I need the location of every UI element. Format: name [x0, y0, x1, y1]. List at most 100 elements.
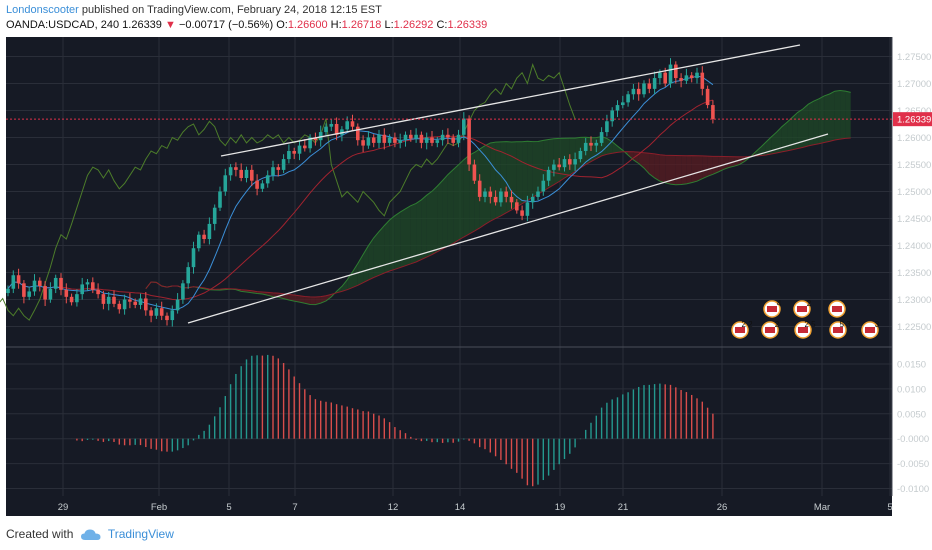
candle-body	[85, 282, 90, 285]
cloud-segment	[824, 93, 830, 143]
cloud-segment	[522, 141, 528, 204]
tradingview-link[interactable]: TradingView	[107, 527, 174, 541]
lagging-span-line	[0, 63, 576, 321]
candle-body	[674, 64, 678, 79]
cloud-segment	[818, 95, 825, 144]
x-tick-label: 7	[292, 502, 297, 513]
candle-body	[573, 159, 577, 165]
cloud-segment	[697, 155, 703, 182]
candle-body	[80, 284, 84, 295]
price-change: −0.00717 (−0.56%)	[178, 19, 274, 31]
candle-body	[144, 298, 148, 311]
candle-body	[303, 145, 307, 149]
event-count-label: 2 5	[804, 320, 816, 329]
candle-body	[59, 277, 63, 290]
event-flag-stripe	[765, 327, 775, 333]
cloud-segment	[718, 156, 724, 173]
oscillator-y-tick-label: 0.0050	[897, 409, 926, 420]
cloud-segment	[410, 203, 417, 264]
candle-body	[371, 137, 376, 143]
candle-body	[557, 164, 561, 168]
candle-body	[515, 202, 519, 211]
candle-body	[297, 145, 302, 154]
candle-body	[430, 137, 434, 143]
oscillator-histogram	[70, 354, 714, 487]
event-count-label: 2	[807, 299, 812, 308]
cloud-segment	[644, 152, 650, 174]
author-link[interactable]: Londonscooter	[6, 4, 79, 16]
conversion-line	[7, 75, 714, 311]
candle-body	[525, 202, 530, 216]
candle-body	[424, 137, 429, 143]
y-tick-label: 1.26000	[897, 133, 931, 144]
low-label: L:	[384, 19, 394, 31]
x-tick-label: Mar	[814, 502, 830, 513]
candle-body	[483, 191, 487, 197]
candle-body	[38, 280, 42, 287]
candle-body	[202, 234, 206, 240]
publish-header: Londonscooter published on TradingView.c…	[6, 4, 382, 16]
candle-body	[562, 159, 567, 168]
y-tick-label: 1.25500	[897, 160, 931, 171]
candle-body	[48, 288, 53, 300]
candle-body	[658, 72, 662, 79]
candle-body	[599, 132, 604, 143]
candle-body	[181, 283, 185, 300]
cloud-segment	[347, 271, 353, 290]
cloud-segment	[654, 153, 660, 182]
candle-body	[419, 134, 424, 143]
candle-body	[467, 118, 471, 165]
symbol-info-line: OANDA:USDCAD, 240 1.26339 ▼ −0.00717 (−0…	[6, 19, 487, 31]
y-tick-label: 1.27500	[897, 52, 931, 63]
candle-body	[499, 191, 503, 203]
candle-body	[308, 137, 312, 149]
candle-body	[340, 129, 344, 135]
candle-body	[191, 248, 196, 268]
candle-body	[91, 282, 95, 290]
cloud-segment	[421, 195, 427, 260]
candle-body	[440, 134, 445, 141]
cloud-segment	[787, 117, 793, 151]
open-value: 1.26600	[287, 19, 328, 31]
cloud-segment	[686, 155, 692, 184]
close-value: 1.26339	[447, 19, 488, 31]
cloud-segment	[691, 155, 697, 183]
price-chart[interactable]: 1.27500 1.27000 1.26500 1.26000 1.25500 1.250…	[0, 34, 932, 518]
candle-body	[472, 164, 477, 181]
oscillator-y-tick-label: 0.0150	[897, 359, 926, 370]
cloud-segment	[363, 245, 369, 283]
cloud-segment	[707, 156, 713, 177]
cloud-segment	[288, 294, 295, 302]
cloud-segment	[373, 231, 379, 278]
candle-body	[366, 137, 371, 146]
candle-body	[64, 289, 69, 297]
cloud-segment	[447, 169, 454, 247]
candle-body	[530, 196, 535, 203]
candle-body	[615, 105, 620, 111]
lower-trendline	[187, 133, 829, 324]
candle-body	[318, 132, 323, 141]
candle-body	[133, 301, 137, 305]
cloud-segment	[463, 155, 470, 238]
cloud-segment	[702, 155, 708, 179]
candle-body	[642, 83, 646, 95]
candle-body	[488, 191, 493, 197]
cloud-segment	[532, 141, 538, 198]
y-tick-label: 1.24000	[897, 241, 931, 252]
candle-body	[684, 75, 689, 81]
cloud-segment	[405, 205, 411, 266]
candle-body	[477, 180, 482, 197]
candle-body	[504, 191, 508, 197]
cloud-segment	[569, 138, 576, 175]
cloud-segment	[294, 294, 300, 303]
candle-body	[679, 78, 683, 81]
event-flag-stripe	[865, 327, 875, 333]
cloud-segment	[670, 155, 676, 185]
candle-body	[705, 88, 710, 106]
high-value: 1.26718	[341, 19, 382, 31]
candle-body	[313, 137, 318, 141]
x-tick-label: 5	[887, 502, 892, 513]
cloud-logo-icon	[80, 529, 101, 540]
cloud-segment	[384, 219, 390, 273]
symbol-name: OANDA:USDCAD, 240	[6, 19, 120, 31]
